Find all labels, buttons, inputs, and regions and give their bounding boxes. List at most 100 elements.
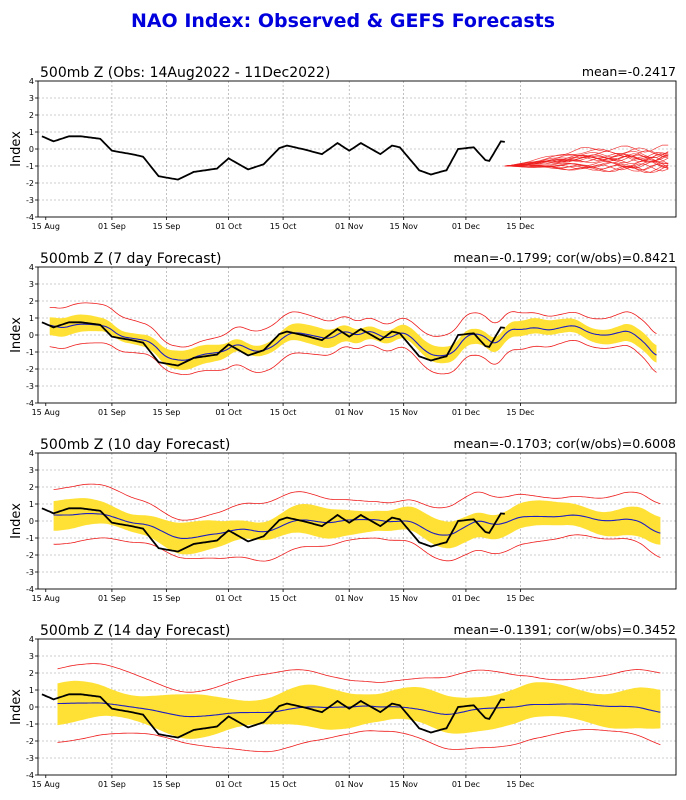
ensemble-max-line	[49, 302, 657, 348]
x-tick-label: 01 Oct	[215, 780, 242, 789]
y-tick-label: 4	[29, 635, 34, 644]
y-tick-label: -2	[26, 179, 34, 188]
x-tick-label: 15 Sep	[152, 408, 180, 417]
panel-title: 500mb Z (10 day Forecast)	[40, 437, 230, 453]
x-tick-label: 01 Nov	[335, 222, 364, 231]
y-axis-label: Index	[9, 503, 24, 539]
ensemble-member-line	[504, 144, 669, 167]
y-tick-label: -3	[26, 196, 34, 205]
ensemble-min-line	[53, 534, 661, 562]
ensemble-max-line	[53, 483, 661, 521]
y-tick-label: 2	[29, 111, 34, 120]
x-tick-label: 01 Dec	[452, 594, 480, 603]
y-tick-label: 4	[29, 449, 34, 458]
y-tick-label: 1	[29, 128, 34, 137]
x-tick-label: 01 Dec	[452, 222, 480, 231]
y-tick-label: -1	[26, 534, 34, 543]
x-tick-label: 15 Nov	[390, 408, 419, 417]
x-tick-label: 15 Sep	[152, 780, 180, 789]
panel-title: 500mb Z (14 day Forecast)	[40, 623, 230, 639]
x-tick-label: 01 Dec	[452, 780, 480, 789]
page-title: NAO Index: Observed & GEFS Forecasts	[130, 10, 556, 32]
x-tick-label: 01 Dec	[452, 408, 480, 417]
observed-line	[41, 135, 505, 181]
x-tick-label: 01 Oct	[215, 222, 242, 231]
y-tick-label: -1	[26, 348, 34, 357]
panel-stats: mean=-0.1391; cor(w/obs)=0.3452	[453, 622, 676, 637]
panel-title: 500mb Z (7 day Forecast)	[40, 251, 221, 267]
y-tick-label: -4	[26, 213, 34, 222]
y-tick-label: 3	[29, 94, 34, 103]
ensemble-min-line	[49, 339, 657, 375]
ensemble-member-line	[504, 163, 669, 172]
y-tick-label: 0	[29, 331, 34, 340]
x-tick-label: 15 Sep	[152, 222, 180, 231]
x-tick-label: 01 Sep	[98, 594, 126, 603]
x-tick-label: 15 Nov	[390, 222, 419, 231]
x-tick-label: 01 Oct	[215, 408, 242, 417]
spread-band	[57, 680, 661, 739]
spread-band	[53, 498, 661, 555]
x-tick-label: 01 Oct	[215, 594, 242, 603]
ensemble-mean-line	[57, 702, 661, 718]
panel-title: 500mb Z (Obs: 14Aug2022 - 11Dec2022)	[40, 65, 330, 81]
x-tick-label: 01 Sep	[98, 222, 126, 231]
y-tick-label: 4	[29, 77, 34, 86]
y-axis-label: Index	[9, 131, 24, 167]
chart-panel: 500mb Z (10 day Forecast) mean=-0.1703; c…	[9, 436, 677, 603]
x-tick-label: 01 Sep	[98, 408, 126, 417]
y-tick-label: 0	[29, 703, 34, 712]
x-tick-label: 15 Dec	[506, 780, 534, 789]
y-tick-label: 2	[29, 297, 34, 306]
x-tick-label: 15 Aug	[32, 408, 60, 417]
x-tick-label: 15 Oct	[270, 222, 297, 231]
observed-line	[41, 507, 505, 553]
y-tick-label: 1	[29, 500, 34, 509]
x-tick-label: 15 Dec	[506, 408, 534, 417]
y-tick-label: -3	[26, 754, 34, 763]
x-tick-label: 15 Sep	[152, 594, 180, 603]
ensemble-member-line	[504, 154, 669, 167]
x-tick-label: 15 Aug	[32, 780, 60, 789]
x-tick-label: 15 Nov	[390, 594, 419, 603]
ensemble-mean-line	[53, 513, 661, 539]
x-tick-label: 15 Oct	[270, 594, 297, 603]
ensemble-member-line	[504, 154, 669, 167]
x-tick-label: 15 Oct	[270, 780, 297, 789]
x-tick-label: 15 Aug	[32, 594, 60, 603]
plot-frame	[37, 452, 677, 590]
y-axis-label: Index	[9, 317, 24, 353]
y-tick-label: 0	[29, 517, 34, 526]
x-tick-label: 15 Aug	[32, 222, 60, 231]
y-tick-label: -4	[26, 771, 34, 780]
x-tick-label: 01 Nov	[335, 408, 364, 417]
y-tick-label: -4	[26, 399, 34, 408]
panel-stats: mean=-0.2417	[582, 64, 676, 79]
y-tick-label: 1	[29, 314, 34, 323]
y-tick-label: 4	[29, 263, 34, 272]
y-tick-label: 3	[29, 280, 34, 289]
y-axis-label: Index	[9, 689, 24, 725]
chart-panel: 500mb Z (14 day Forecast) mean=-0.1391; c…	[9, 622, 677, 789]
chart-panel: 500mb Z (7 day Forecast) mean=-0.1799; co…	[9, 250, 677, 417]
y-tick-label: -2	[26, 551, 34, 560]
x-tick-label: 01 Nov	[335, 780, 364, 789]
chart-panel: 500mb Z (Obs: 14Aug2022 - 11Dec2022) mean…	[9, 64, 677, 231]
y-tick-label: 0	[29, 145, 34, 154]
y-tick-label: -3	[26, 568, 34, 577]
y-tick-label: -3	[26, 382, 34, 391]
plot-frame	[37, 638, 677, 776]
x-tick-label: 01 Nov	[335, 594, 364, 603]
y-tick-label: -2	[26, 365, 34, 374]
x-tick-label: 15 Dec	[506, 594, 534, 603]
panel-stats: mean=-0.1703; cor(w/obs)=0.6008	[453, 436, 676, 451]
ensemble-member-line	[504, 162, 669, 171]
x-tick-label: 15 Dec	[506, 222, 534, 231]
y-tick-label: -1	[26, 162, 34, 171]
observed-line	[41, 321, 505, 367]
plot-frame	[37, 80, 677, 218]
y-tick-label: -2	[26, 737, 34, 746]
ensemble-min-line	[57, 729, 661, 753]
y-tick-label: -1	[26, 720, 34, 729]
y-tick-label: -4	[26, 585, 34, 594]
